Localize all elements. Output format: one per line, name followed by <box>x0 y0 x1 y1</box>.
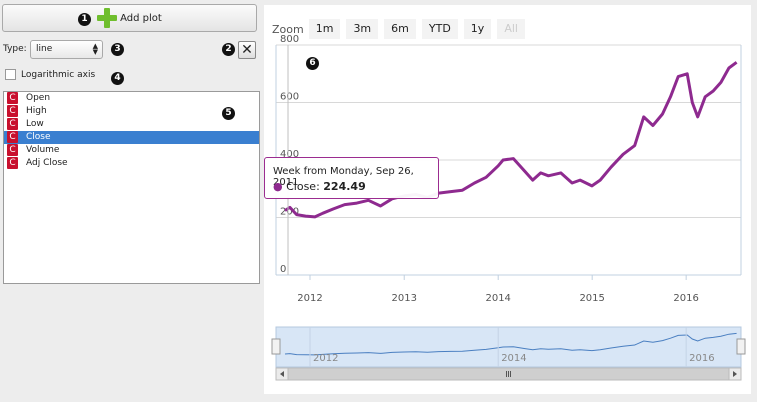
tooltip-value: 224.49 <box>323 180 366 193</box>
column-icon: C <box>7 144 18 156</box>
x-tick-label: 2013 <box>391 293 416 304</box>
y-tick-label: 600 <box>280 92 299 103</box>
zoom-3m-button[interactable]: 3m <box>346 19 379 39</box>
updown-arrows-icon: ▲ ▼ <box>92 42 98 56</box>
badge-3: 3 <box>111 43 124 56</box>
navigator-handle[interactable] <box>736 338 746 355</box>
y-tick-label: 0 <box>280 264 286 275</box>
list-item-label: Adj Close <box>26 158 68 168</box>
remove-plot-button[interactable]: ✕ <box>238 41 256 59</box>
column-icon: C <box>7 157 18 169</box>
tooltip-title: Week from Monday, Sep 26, 2011 <box>273 166 414 188</box>
list-item-label: Low <box>26 119 44 129</box>
column-icon: C <box>7 131 18 143</box>
column-icon: C <box>7 118 18 130</box>
tooltip-value-line: ● Close: 224.49 <box>273 180 366 193</box>
zoom-6m-button[interactable]: 6m <box>384 19 416 39</box>
series-list[interactable]: C Open C High C Low C Close C Volume C Adj Clo… <box>3 91 260 284</box>
add-plot-label: Add plot <box>120 12 162 24</box>
zoom-1m-button[interactable]: 1m <box>308 19 341 39</box>
zoom-1y-button[interactable]: 1y <box>463 19 492 39</box>
type-label: Type: <box>3 44 27 54</box>
badge-1: 1 <box>78 13 91 26</box>
zoom-label: Zoom <box>272 22 304 36</box>
close-icon: ✕ <box>241 42 253 58</box>
list-item[interactable]: C Adj Close <box>4 157 259 170</box>
plus-icon <box>97 8 118 28</box>
y-tick-label: 800 <box>280 34 299 45</box>
x-tick-label: 2015 <box>579 293 604 304</box>
zoom-all-button[interactable]: All <box>497 19 525 39</box>
list-item-label: Close <box>26 132 51 142</box>
list-item[interactable]: C Low <box>4 118 259 131</box>
tooltip-series-name: Close <box>286 180 317 193</box>
list-item-selected[interactable]: C Close <box>4 131 259 144</box>
column-icon: C <box>7 105 18 117</box>
stock-chart[interactable]: Zoom 1m 3m 6m YTD 1y All 0 200 400 600 800 20… <box>264 5 751 394</box>
log-axis-checkbox[interactable] <box>5 69 16 80</box>
log-axis-label: Logarithmic axis <box>21 70 96 80</box>
zoom-ytd-button[interactable]: YTD <box>421 19 458 39</box>
zoom-bar: Zoom 1m 3m 6m YTD 1y All <box>272 19 531 39</box>
arrow-left-icon <box>280 371 284 377</box>
navigator-tick-label: 2014 <box>501 353 526 364</box>
list-item[interactable]: C High <box>4 105 259 118</box>
navigator-tick-label: 2016 <box>689 353 714 364</box>
type-select-value: line <box>36 44 53 54</box>
chart-svg: 0 200 400 600 800 2012 2013 2014 2015 2016 2012 201… <box>271 34 746 381</box>
series-line-close <box>284 61 738 219</box>
y-tick-label: 200 <box>280 207 299 218</box>
list-item[interactable]: C Volume <box>4 144 259 157</box>
column-icon: C <box>7 92 18 104</box>
list-item-label: Open <box>26 93 51 103</box>
list-item-label: Volume <box>26 145 60 155</box>
series-dot-icon: ● <box>273 180 283 193</box>
y-tick-label: 400 <box>280 149 299 160</box>
list-item-label: High <box>26 106 47 116</box>
navigator-handle[interactable] <box>271 338 281 355</box>
badge-2: 2 <box>222 43 235 56</box>
add-plot-button[interactable]: Add plot <box>2 4 257 32</box>
chart-tooltip: Week from Monday, Sep 26, 2011 ● Close: … <box>264 157 439 199</box>
badge-6: 6 <box>306 57 319 70</box>
x-tick-label: 2016 <box>673 293 698 304</box>
x-tick-label: 2014 <box>485 293 510 304</box>
navigator-series-line <box>284 332 737 356</box>
navigator-tick-label: 2012 <box>313 353 338 364</box>
arrow-right-icon <box>733 371 737 377</box>
badge-4: 4 <box>111 72 124 85</box>
x-tick-label: 2012 <box>297 293 322 304</box>
badge-5: 5 <box>222 107 235 120</box>
type-select[interactable]: line ▲ ▼ <box>30 40 103 59</box>
list-item[interactable]: C Open <box>4 92 259 105</box>
left-panel: Add plot 1 Type: line ▲ ▼ 3 2 ✕ Logarithm… <box>0 0 262 402</box>
